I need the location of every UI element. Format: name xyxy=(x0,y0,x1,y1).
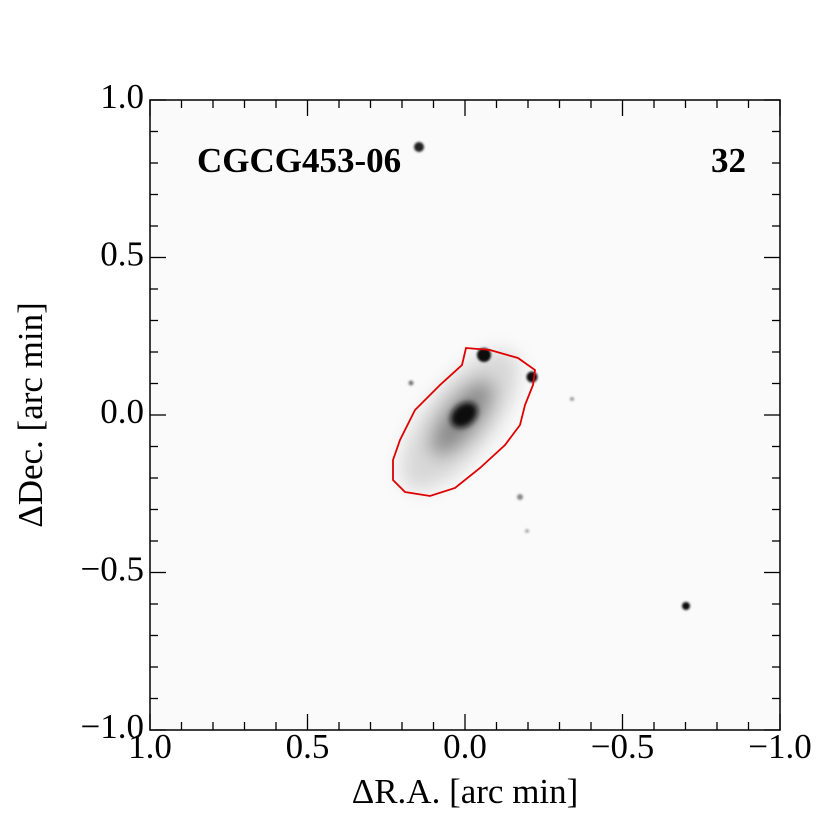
y-tick-label: 0.0 xyxy=(100,392,144,431)
panel-number: 32 xyxy=(711,141,746,180)
x-tick-label: −0.5 xyxy=(591,727,655,766)
contour xyxy=(392,347,536,497)
x-tick-label: 0.5 xyxy=(286,727,330,766)
galaxy-name: CGCG453-06 xyxy=(197,141,401,180)
x-axis-label: ΔR.A. [arc min] xyxy=(352,772,579,811)
x-tick-label: 0.0 xyxy=(443,727,487,766)
y-tick-label: 1.0 xyxy=(100,77,144,116)
y-tick-label: −1.0 xyxy=(81,707,145,746)
y-tick-label: −0.5 xyxy=(81,550,145,589)
x-tick-label: 1.0 xyxy=(128,727,172,766)
x-tick-label: −1.0 xyxy=(748,727,812,766)
y-tick-label: 0.5 xyxy=(100,235,144,274)
y-axis-label: ΔDec. [arc min] xyxy=(11,302,50,528)
galaxy-image xyxy=(400,142,690,610)
